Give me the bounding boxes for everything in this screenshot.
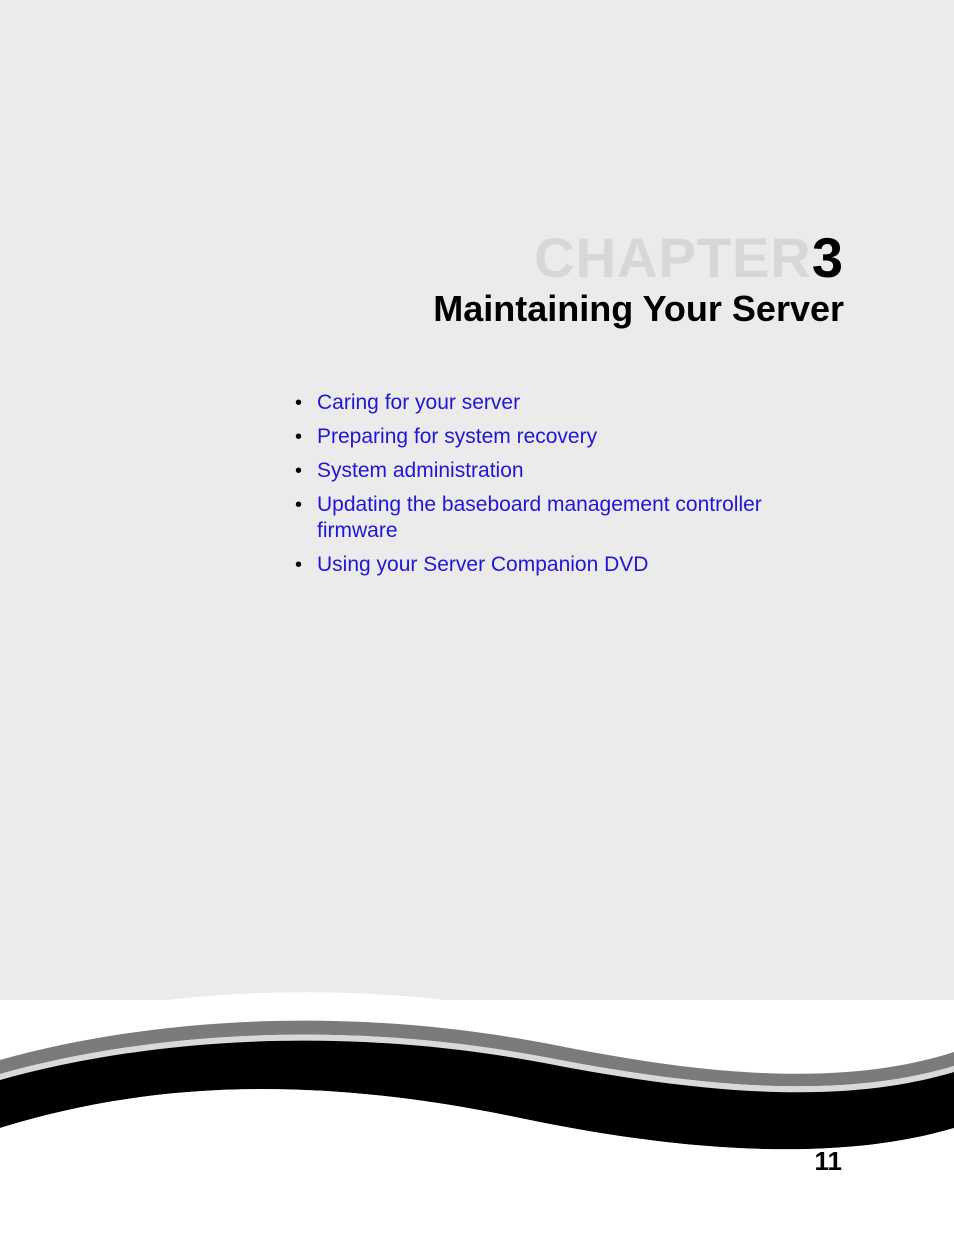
page: CHAPTER3 Maintaining Your Server • Carin… xyxy=(0,0,954,1235)
chapter-title: Maintaining Your Server xyxy=(433,288,844,330)
chapter-label-line: CHAPTER3 xyxy=(433,230,844,286)
bullet-icon: • xyxy=(295,552,317,578)
toc-link-caring[interactable]: Caring for your server xyxy=(317,390,520,416)
swoosh-divider xyxy=(0,960,954,1235)
toc-link-system-admin[interactable]: System administration xyxy=(317,458,524,484)
bullet-icon: • xyxy=(295,458,317,484)
page-number: 11 xyxy=(815,1146,843,1177)
toc-item: • System administration xyxy=(295,458,825,484)
toc-item: • Using your Server Companion DVD xyxy=(295,552,825,578)
bullet-icon: • xyxy=(295,492,317,518)
chapter-word: CHAPTER xyxy=(534,226,812,289)
toc-item: • Caring for your server xyxy=(295,390,825,416)
toc-link-firmware[interactable]: Updating the baseboard management contro… xyxy=(317,492,825,544)
bullet-icon: • xyxy=(295,390,317,416)
toc-item: • Preparing for system recovery xyxy=(295,424,825,450)
toc-item: • Updating the baseboard management cont… xyxy=(295,492,825,544)
chapter-header: CHAPTER3 Maintaining Your Server xyxy=(433,230,844,330)
toc-link-preparing[interactable]: Preparing for system recovery xyxy=(317,424,597,450)
chapter-number: 3 xyxy=(812,226,844,289)
chapter-toc: • Caring for your server • Preparing for… xyxy=(295,390,825,586)
toc-link-companion-dvd[interactable]: Using your Server Companion DVD xyxy=(317,552,648,578)
bullet-icon: • xyxy=(295,424,317,450)
